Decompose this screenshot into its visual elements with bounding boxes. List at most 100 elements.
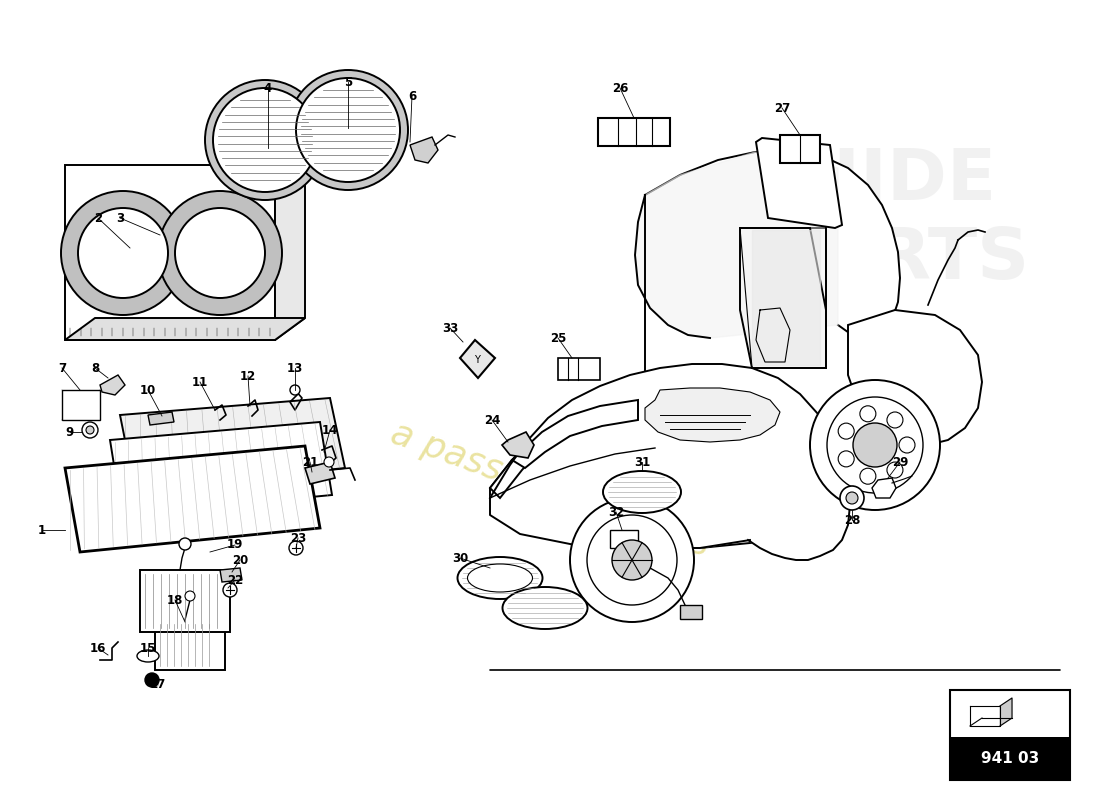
Ellipse shape	[603, 471, 681, 513]
Circle shape	[288, 70, 408, 190]
Bar	[680, 605, 702, 619]
Text: 14: 14	[322, 423, 338, 437]
Polygon shape	[100, 375, 125, 395]
Circle shape	[846, 492, 858, 504]
Text: 25: 25	[550, 331, 566, 345]
Bar	[558, 358, 600, 380]
Text: 30: 30	[452, 551, 469, 565]
Text: 10: 10	[140, 383, 156, 397]
Circle shape	[289, 541, 302, 555]
Ellipse shape	[138, 650, 160, 662]
Text: a passion for parts: a passion for parts	[386, 416, 714, 564]
Circle shape	[179, 538, 191, 550]
Circle shape	[827, 397, 923, 493]
Polygon shape	[490, 364, 850, 560]
Polygon shape	[848, 310, 982, 445]
Circle shape	[852, 423, 896, 467]
Circle shape	[290, 385, 300, 395]
Circle shape	[612, 540, 652, 580]
Circle shape	[296, 78, 400, 182]
Ellipse shape	[458, 557, 542, 599]
Text: 27: 27	[774, 102, 790, 114]
Ellipse shape	[503, 587, 587, 629]
Text: 19: 19	[227, 538, 243, 551]
Text: 28: 28	[844, 514, 860, 526]
Polygon shape	[220, 568, 242, 582]
Circle shape	[587, 515, 676, 605]
Polygon shape	[148, 412, 174, 425]
Polygon shape	[645, 150, 900, 370]
Text: 33: 33	[442, 322, 458, 334]
Circle shape	[223, 583, 236, 597]
Text: 17: 17	[150, 678, 166, 691]
Circle shape	[86, 426, 94, 434]
Polygon shape	[490, 395, 844, 548]
Polygon shape	[490, 442, 542, 498]
Circle shape	[205, 80, 324, 200]
Text: 26: 26	[612, 82, 628, 94]
Text: Y: Y	[474, 355, 480, 365]
Text: 24: 24	[484, 414, 500, 426]
Polygon shape	[635, 152, 838, 338]
Circle shape	[175, 208, 265, 298]
Text: 5: 5	[344, 75, 352, 89]
Text: 4: 4	[264, 82, 272, 94]
Polygon shape	[872, 478, 896, 498]
Bar	[950, 737, 1070, 780]
Circle shape	[840, 486, 864, 510]
Polygon shape	[756, 138, 842, 228]
Polygon shape	[120, 398, 345, 490]
Polygon shape	[65, 318, 305, 340]
Polygon shape	[752, 230, 820, 365]
Circle shape	[82, 422, 98, 438]
Circle shape	[145, 673, 160, 687]
Text: 11: 11	[191, 375, 208, 389]
Circle shape	[838, 451, 855, 467]
Circle shape	[570, 498, 694, 622]
Bar	[62, 390, 100, 420]
Circle shape	[899, 437, 915, 453]
Text: 15: 15	[140, 642, 156, 654]
Text: 3: 3	[116, 211, 124, 225]
Text: 941 03: 941 03	[981, 751, 1040, 766]
Text: 29: 29	[892, 455, 909, 469]
Text: 7: 7	[58, 362, 66, 374]
Text: GUIDE
SPORTS: GUIDE SPORTS	[710, 146, 1030, 294]
Polygon shape	[645, 388, 780, 442]
Circle shape	[810, 380, 940, 510]
Bar	[950, 690, 1070, 780]
Circle shape	[185, 591, 195, 601]
Polygon shape	[110, 422, 332, 515]
Circle shape	[838, 423, 855, 439]
Bar	[155, 620, 226, 670]
Circle shape	[860, 406, 876, 422]
Circle shape	[860, 468, 876, 484]
Text: 12: 12	[240, 370, 256, 382]
Text: 20: 20	[232, 554, 249, 566]
Polygon shape	[65, 165, 275, 340]
Polygon shape	[410, 137, 438, 163]
Circle shape	[213, 88, 317, 192]
Circle shape	[887, 412, 903, 428]
Ellipse shape	[468, 564, 532, 592]
Circle shape	[324, 457, 334, 467]
Text: 2: 2	[94, 211, 102, 225]
Text: 18: 18	[167, 594, 184, 606]
Text: 6: 6	[408, 90, 416, 102]
Text: 21: 21	[301, 455, 318, 469]
Text: 16: 16	[90, 642, 107, 654]
Polygon shape	[512, 400, 638, 468]
Circle shape	[887, 462, 903, 478]
Text: 31: 31	[634, 455, 650, 469]
Polygon shape	[65, 446, 320, 552]
Text: 9: 9	[66, 426, 74, 438]
Polygon shape	[460, 340, 495, 378]
Text: 8: 8	[91, 362, 99, 374]
Circle shape	[158, 191, 282, 315]
Text: 23: 23	[290, 531, 306, 545]
Text: 32: 32	[608, 506, 624, 518]
Polygon shape	[305, 462, 336, 484]
Circle shape	[78, 208, 168, 298]
Text: 1: 1	[37, 523, 46, 537]
Bar	[140, 570, 230, 632]
